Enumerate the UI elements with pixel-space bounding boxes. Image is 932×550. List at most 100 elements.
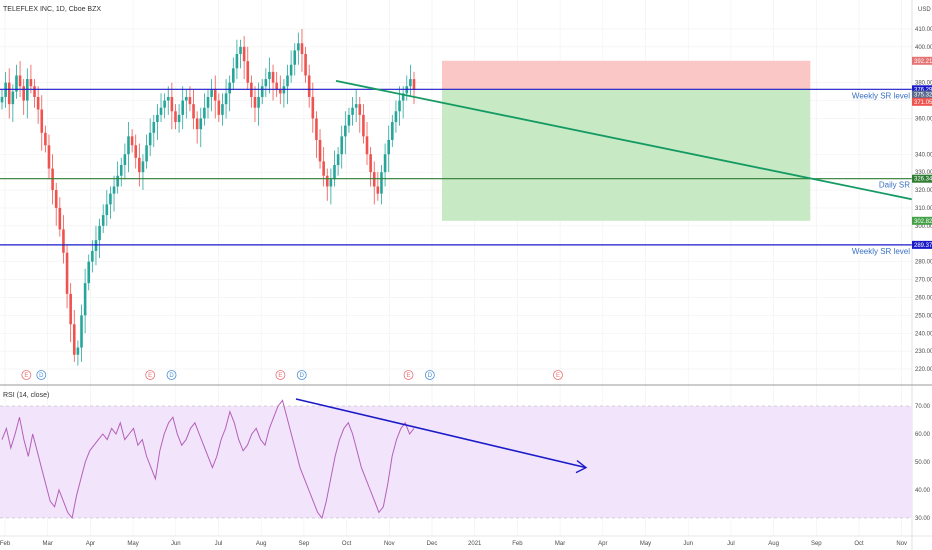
candle-body [311, 96, 315, 119]
price-tick-label: 220.00 [915, 367, 932, 373]
candle-body [152, 122, 156, 133]
candle-body [257, 96, 260, 108]
price-tag-label: 326.34 [914, 177, 932, 183]
candle-body [376, 186, 380, 194]
daily-sr-label: Daily SR [879, 181, 910, 190]
candle-body [380, 172, 383, 194]
candle-body [163, 100, 166, 108]
month-label: Oct [342, 541, 352, 547]
month-label: Mar [555, 541, 565, 547]
candle-body [329, 179, 333, 187]
candle-body [358, 104, 362, 115]
candle-body [409, 79, 412, 87]
candle-body [387, 139, 391, 155]
dividend-event-icon [36, 370, 47, 380]
candle-body [174, 111, 177, 123]
price-tag-label: 289.37 [914, 243, 932, 249]
event-label: D [39, 373, 44, 379]
price-tick-label: 330.00 [915, 170, 932, 176]
candle-body [221, 104, 224, 115]
month-label: Oct [854, 541, 864, 547]
take-profit-zone[interactable] [442, 89, 811, 221]
candle-body [278, 89, 282, 94]
candle-body [0, 96, 4, 103]
candle-body [40, 109, 44, 133]
candle-body [307, 75, 311, 97]
month-label: Jun [171, 541, 181, 547]
rsi-arrow-head [575, 460, 588, 474]
descending-trendline[interactable] [335, 79, 929, 204]
candle-body [98, 225, 101, 241]
month-label: Aug [768, 541, 779, 547]
candle-body [195, 118, 199, 130]
event-label: D [428, 373, 433, 379]
candle-body [217, 100, 221, 115]
rsi-divergence-arrow[interactable] [295, 398, 587, 469]
candle-body [134, 145, 138, 158]
event-label: E [556, 373, 560, 379]
weekly-sr-level-label-upper: Weekly SR level [852, 91, 910, 100]
candle-body [76, 347, 80, 355]
price-tag-label: 392.21 [914, 59, 932, 65]
event-label: D [300, 373, 305, 379]
candle-body [138, 157, 141, 173]
rsi-tick-label: 50.00 [915, 460, 931, 466]
candle-body [344, 125, 347, 137]
candle-body [22, 86, 25, 101]
candle-body [192, 104, 195, 119]
candle-body [145, 145, 148, 162]
candle-body [235, 54, 239, 69]
candle-body [18, 75, 22, 87]
rsi-title: RSI (14, close) [3, 392, 49, 399]
month-label: Feb [0, 541, 11, 547]
candle-body [141, 161, 145, 173]
candle-body [80, 315, 83, 348]
candle-body [322, 161, 325, 176]
chart-title: TELEFLEX INC, 1D, Cboe BZX [3, 6, 101, 13]
candle-body [398, 100, 401, 112]
candle-body [228, 82, 231, 94]
price-tag [912, 56, 932, 65]
candle-body [188, 96, 192, 105]
month-label: Jul [215, 541, 223, 547]
candle-body [72, 324, 76, 355]
candle-body [29, 79, 33, 87]
candle-body [289, 64, 293, 76]
candle-body [264, 79, 268, 87]
candle-body [354, 104, 358, 108]
price-tick-label: 360.00 [915, 116, 932, 122]
price-tag [912, 240, 932, 249]
candle-body [156, 114, 159, 123]
candle-body [105, 204, 109, 216]
candle-body [148, 132, 152, 146]
price-tick-label: 230.00 [915, 349, 932, 355]
dividend-event-icon [296, 370, 307, 380]
candle-body [297, 43, 300, 51]
earnings-event-icon [403, 370, 414, 380]
earnings-event-icon [275, 370, 286, 380]
event-label: E [278, 373, 282, 379]
candle-body [333, 164, 336, 180]
candle-body [119, 164, 123, 176]
candle-body [260, 86, 264, 97]
candle-body [391, 122, 394, 140]
candle-body [383, 154, 387, 173]
candle-body [268, 71, 271, 80]
candle-body [185, 96, 188, 101]
month-label: May [640, 541, 651, 547]
candle-body [112, 186, 116, 194]
candle-body [362, 114, 365, 137]
price-tick-label: 280.00 [915, 260, 932, 266]
price-tick-label: 380.00 [915, 81, 932, 87]
stop-loss-zone[interactable] [442, 60, 811, 90]
rsi-tick-label: 40.00 [915, 488, 931, 494]
candle-body [242, 46, 246, 62]
price-tag [912, 97, 932, 106]
price-tick-label: 400.00 [915, 45, 932, 51]
candle-body [87, 261, 91, 284]
event-label: E [407, 373, 411, 379]
candle-body [304, 54, 307, 76]
month-label: Nov [896, 541, 907, 547]
event-label: D [169, 373, 174, 379]
